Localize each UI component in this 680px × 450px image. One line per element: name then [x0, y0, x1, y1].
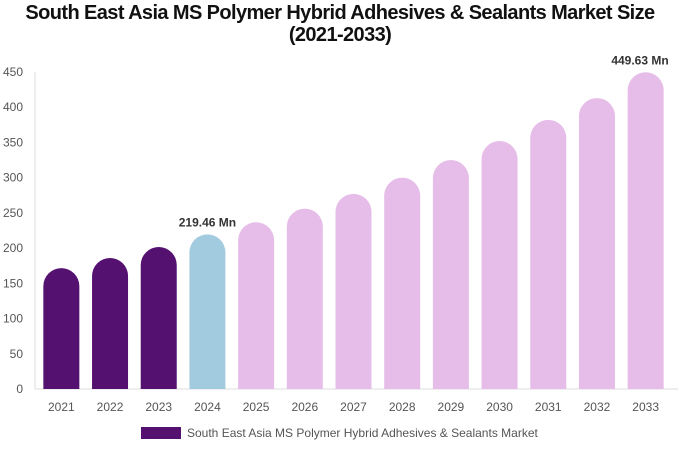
x-tick-label: 2024 [194, 400, 221, 414]
legend-swatch [141, 427, 181, 439]
x-tick-label: 2033 [632, 400, 659, 414]
y-tick-label: 450 [3, 65, 23, 79]
y-tick-label: 400 [3, 100, 23, 114]
data-label: 449.63 Mn [611, 53, 668, 67]
data-label: 219.46 Mn [179, 215, 236, 229]
bar-2025 [238, 222, 275, 389]
bar-2027 [335, 193, 372, 389]
y-tick-label: 50 [10, 347, 24, 361]
x-tick-label: 2021 [48, 400, 75, 414]
bar-2023 [140, 247, 177, 389]
x-tick-label: 2026 [291, 400, 318, 414]
chart-title: South East Asia MS Polymer Hybrid Adhesi… [25, 2, 655, 46]
x-tick-label: 2025 [243, 400, 270, 414]
x-tick-label: 2023 [145, 400, 172, 414]
x-tick-label: 2031 [535, 400, 562, 414]
x-tick-label: 2029 [438, 400, 465, 414]
bar-2029 [432, 160, 469, 389]
x-tick-label: 2028 [389, 400, 416, 414]
bar-2033 [627, 72, 664, 389]
y-tick-label: 100 [3, 312, 23, 326]
x-tick-label: 2027 [340, 400, 367, 414]
y-tick-label: 250 [3, 206, 23, 220]
bar-2030 [481, 141, 518, 389]
bar-2026 [286, 208, 323, 389]
bar-2022 [92, 257, 129, 389]
bar-2028 [384, 177, 421, 389]
bar-2032 [578, 98, 615, 389]
y-tick-label: 150 [3, 276, 23, 290]
legend-label: South East Asia MS Polymer Hybrid Adhesi… [187, 426, 538, 440]
y-tick-label: 350 [3, 135, 23, 149]
bar-2031 [530, 119, 567, 389]
bar-2021 [43, 268, 80, 389]
y-tick-label: 200 [3, 241, 23, 255]
y-tick-label: 300 [3, 171, 23, 185]
legend: South East Asia MS Polymer Hybrid Adhesi… [141, 426, 538, 440]
x-tick-label: 2032 [584, 400, 611, 414]
x-tick-label: 2030 [486, 400, 513, 414]
bar-2024 [189, 234, 226, 389]
y-tick-label: 0 [16, 382, 23, 396]
x-tick-label: 2022 [97, 400, 124, 414]
